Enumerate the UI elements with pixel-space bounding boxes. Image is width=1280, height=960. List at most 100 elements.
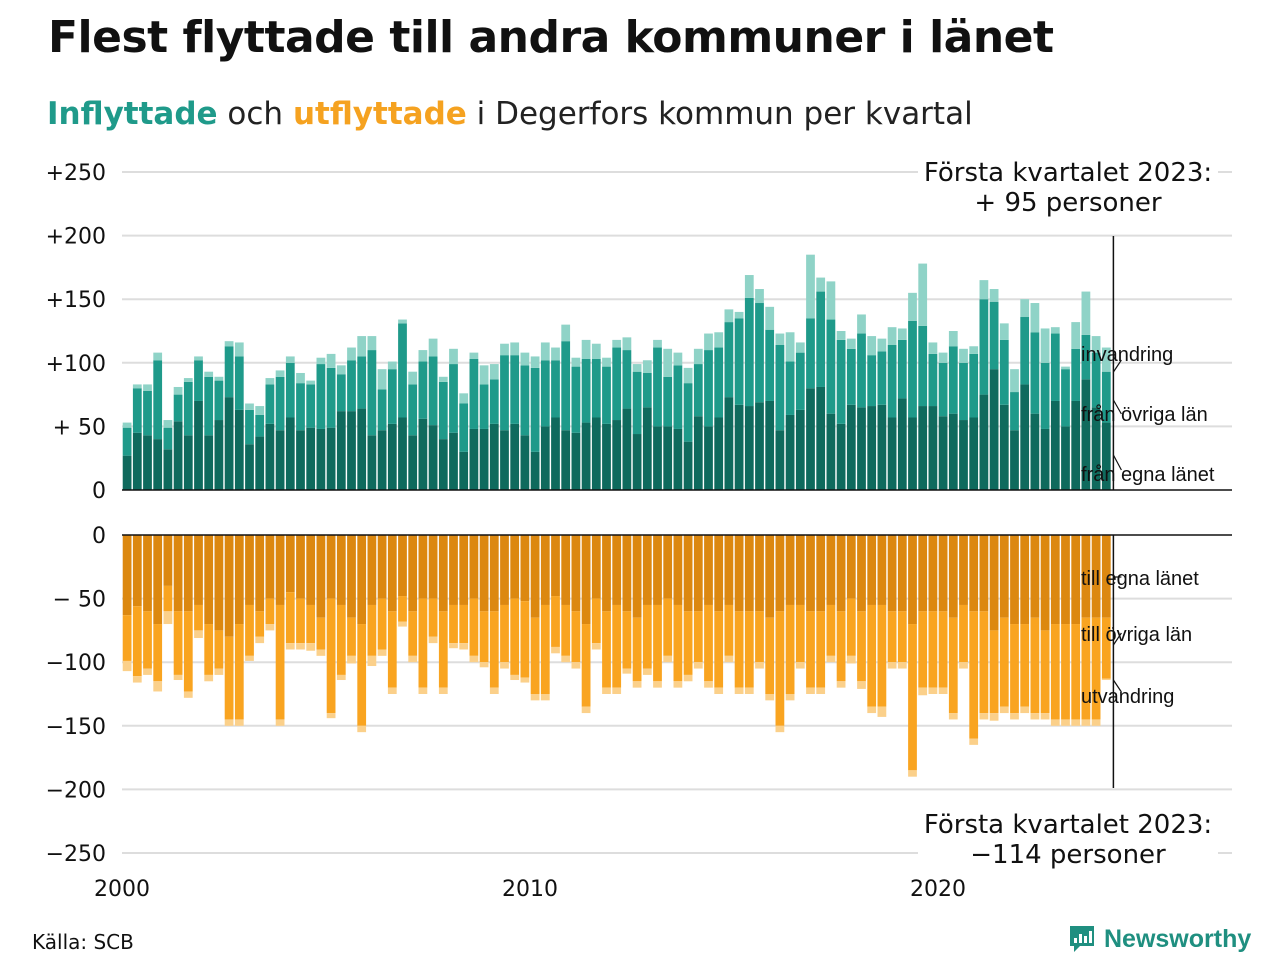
bar-out-own: [265, 535, 275, 599]
bar-out-own: [785, 535, 795, 605]
bar-in-abroad: [948, 331, 958, 347]
bar-out-own: [122, 535, 132, 616]
bar-out-own: [143, 535, 152, 612]
bar-out-other: [255, 611, 265, 637]
bar-out-abroad: [663, 655, 673, 663]
bar-in-abroad: [449, 348, 458, 365]
bar-out-own: [387, 535, 397, 612]
bar-out-abroad: [1040, 713, 1050, 720]
bar-in-other: [163, 427, 173, 450]
bar-in-own: [347, 411, 356, 490]
bar-out-abroad: [908, 770, 917, 777]
bar-in-own: [642, 407, 652, 490]
bar-out-abroad: [520, 677, 530, 683]
bar-out-other: [183, 611, 193, 692]
bar-in-abroad: [122, 422, 132, 428]
bar-in-abroad: [469, 352, 479, 359]
bar-out-abroad: [459, 643, 469, 650]
bar-out-abroad: [479, 662, 489, 668]
bar-out-own: [234, 535, 244, 625]
bar-out-abroad: [704, 681, 713, 688]
bar-in-abroad: [500, 343, 509, 356]
bar-in-other: [918, 325, 928, 407]
bar-in-other: [479, 384, 489, 429]
bar-out-own: [989, 535, 999, 631]
bar-in-other: [887, 344, 897, 418]
bar-in-own: [602, 423, 611, 490]
bar-out-other: [857, 611, 866, 682]
bar-in-other: [449, 364, 458, 433]
bar-out-abroad: [1081, 719, 1091, 726]
bar-in-abroad: [908, 292, 917, 321]
bar-out-own: [693, 535, 703, 612]
bar-in-other: [214, 380, 224, 421]
bar-out-abroad: [846, 655, 856, 664]
bar-in-abroad: [479, 365, 489, 385]
bar-in-other: [1040, 362, 1050, 429]
bar-in-own: [561, 430, 571, 490]
bar-in-other: [347, 360, 356, 412]
bar-in-abroad: [214, 376, 224, 381]
bar-out-own: [316, 535, 326, 618]
bar-out-other: [387, 611, 397, 688]
bar-out-own: [887, 535, 897, 612]
bar-in-abroad: [877, 338, 887, 352]
bar-in-own: [663, 426, 673, 490]
bar-in-other: [245, 409, 254, 445]
bar-out-abroad: [132, 676, 142, 683]
bar-in-abroad: [836, 331, 846, 340]
bar-in-other: [1010, 392, 1019, 431]
bar-in-own: [316, 428, 326, 490]
bar-in-abroad: [959, 348, 968, 363]
bar-out-other: [673, 604, 683, 682]
series-label-leader: [1112, 359, 1122, 373]
bar-in-other: [377, 389, 387, 431]
y-tick-label-top: +100: [46, 352, 106, 377]
bar-out-own: [918, 535, 928, 612]
bar-out-other: [1020, 624, 1030, 707]
bar-out-other: [173, 611, 183, 675]
bar-out-other: [959, 604, 968, 663]
bar-out-other: [275, 604, 285, 720]
bar-in-abroad: [632, 364, 642, 372]
bar-in-other: [1050, 333, 1060, 401]
bar-in-own: [1091, 407, 1101, 490]
bar-out-other: [551, 596, 560, 647]
bar-out-own: [775, 535, 785, 612]
bar-out-own: [1071, 535, 1081, 625]
bar-out-other: [540, 604, 550, 694]
bar-in-own: [428, 425, 438, 490]
bar-in-abroad: [755, 289, 764, 304]
bar-in-abroad: [398, 319, 407, 324]
bar-out-own: [663, 535, 673, 599]
bar-out-own: [408, 535, 418, 612]
y-tick-label-top: + 50: [53, 415, 106, 440]
bar-in-own: [795, 409, 805, 490]
bar-out-abroad: [642, 668, 652, 675]
bar-in-own: [438, 439, 448, 490]
bar-out-abroad: [795, 662, 805, 669]
bar-out-own: [551, 535, 560, 597]
bar-in-abroad: [336, 365, 346, 375]
bar-out-other: [224, 636, 234, 720]
bar-in-other: [806, 318, 815, 389]
bar-out-own: [734, 535, 744, 612]
bar-out-abroad: [816, 687, 826, 694]
bar-in-other: [632, 371, 642, 435]
bar-in-own: [979, 394, 989, 490]
bar-out-own: [357, 535, 367, 625]
bar-in-abroad: [255, 406, 265, 415]
bar-out-other: [734, 611, 744, 688]
bar-in-own: [1061, 426, 1070, 490]
bar-out-abroad: [428, 636, 438, 644]
bar-in-other: [928, 353, 938, 407]
bar-out-abroad: [897, 662, 907, 669]
bar-in-own: [234, 409, 244, 490]
bar-out-abroad: [336, 674, 346, 681]
bar-out-other: [632, 617, 642, 682]
bar-out-abroad: [673, 681, 683, 688]
bar-in-own: [194, 400, 203, 490]
bar-out-abroad: [367, 655, 377, 667]
bar-out-other: [296, 598, 305, 644]
bar-out-abroad: [326, 713, 336, 719]
